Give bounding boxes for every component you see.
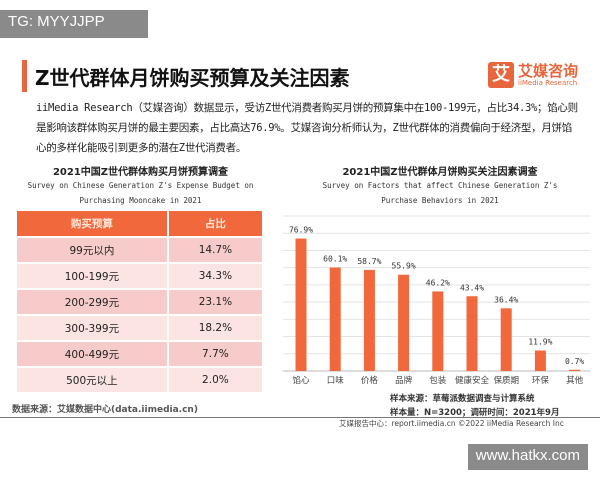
data-label: 46.2% bbox=[426, 278, 450, 287]
logo: 艾 艾媒咨询 iiMedia Research bbox=[488, 62, 578, 88]
budget-cell: 99元以内 bbox=[17, 238, 169, 262]
table-subtitle-2: Purchasing Mooncake in 2021 bbox=[79, 196, 202, 205]
budget-cell: 300-399元 bbox=[17, 316, 169, 340]
logo-mark-icon: 艾 bbox=[488, 62, 514, 88]
watermark-bottom-right: www.hatkx.com bbox=[467, 444, 588, 470]
logo-cn: 艾媒咨询 bbox=[518, 62, 579, 80]
budget-cell: 200-299元 bbox=[17, 290, 169, 314]
logo-en: iiMedia Research bbox=[518, 79, 578, 87]
data-label: 43.4% bbox=[460, 283, 484, 292]
data-label: 76.9% bbox=[289, 226, 313, 235]
table-source: 数据来源：艾媒数据中心(data.iimedia.cn) bbox=[12, 405, 198, 415]
category-label: 馅心 bbox=[292, 375, 310, 385]
category-label: 品牌 bbox=[395, 375, 413, 385]
data-label: 60.1% bbox=[323, 254, 347, 263]
table-row: 300-399元 18.2% bbox=[17, 316, 264, 340]
title-accent-bar bbox=[22, 60, 27, 92]
bar bbox=[534, 350, 546, 371]
budget-cell: 400-499元 bbox=[17, 342, 169, 366]
data-label: 11.9% bbox=[528, 338, 552, 347]
budget-cell: 500元以上 bbox=[17, 368, 169, 392]
chart-subtitle-2: Purchase Behaviors in 2021 bbox=[381, 196, 499, 205]
share-cell: 14.7% bbox=[168, 238, 264, 262]
share-cell: 18.2% bbox=[168, 316, 264, 340]
bar bbox=[363, 269, 375, 371]
share-cell: 7.7% bbox=[168, 342, 264, 366]
category-label: 环保 bbox=[532, 375, 550, 385]
footer: 艾媒报告中心：report.iimedia.cn ©2022 iiMedia R… bbox=[339, 419, 564, 428]
data-label: 36.4% bbox=[494, 295, 518, 304]
share-cell: 2.0% bbox=[168, 368, 264, 392]
table-row: 100-199元 34.3% bbox=[17, 264, 264, 288]
bar bbox=[500, 308, 512, 371]
watermark-top-left: TG: MYYJJPP bbox=[0, 10, 148, 38]
data-label: 58.7% bbox=[357, 257, 381, 266]
share-cell: 23.1% bbox=[168, 290, 264, 314]
category-label: 保质期 bbox=[493, 375, 519, 385]
bar bbox=[398, 274, 410, 371]
category-label: 其他 bbox=[566, 375, 584, 385]
category-label: 价格 bbox=[361, 375, 379, 385]
bar bbox=[432, 291, 444, 371]
page-title: Z世代群体月饼购买预算及关注因素 bbox=[35, 66, 350, 90]
bar bbox=[295, 238, 307, 371]
bar bbox=[569, 369, 581, 371]
category-label: 口味 bbox=[327, 375, 345, 385]
budget-cell: 100-199元 bbox=[17, 264, 169, 288]
table-row: 99元以内 14.7% bbox=[17, 238, 264, 262]
col-header: 购买预算 bbox=[17, 211, 169, 236]
table-row: 200-299元 23.1% bbox=[17, 290, 264, 314]
data-label: 55.9% bbox=[392, 262, 416, 271]
summary-paragraph: iiMedia Research（艾媒咨询）数据显示，受访Z世代消费者购买月饼的… bbox=[36, 102, 578, 154]
category-label: 包装 bbox=[429, 375, 447, 385]
data-label: 0.7% bbox=[565, 357, 584, 366]
col-header: 占比 bbox=[168, 211, 264, 236]
bar bbox=[466, 296, 478, 371]
table-row: 500元以上 2.0% bbox=[17, 368, 264, 392]
table-title: 2021中国Z世代群体购买月饼预算调查 bbox=[52, 167, 229, 178]
category-label: 健康安全 bbox=[455, 375, 490, 385]
table-subtitle-1: Survey on Chinese Generation Z's Expense… bbox=[27, 181, 254, 190]
sample-source: 样本来源：草莓派数据调查与计算系统 bbox=[390, 394, 535, 404]
share-cell: 34.3% bbox=[168, 264, 264, 288]
factors-bar-chart: 76.9% 馅心 60.1% 口味 58.7% 价格 55.9% 品牌 46.2% 包装 43.4%… bbox=[283, 215, 590, 385]
chart-title: 2021中国Z世代群体月饼购买关注因素调查 bbox=[342, 167, 538, 178]
sample-size: 样本量：N=3200；调研时间：2021年9月 bbox=[390, 408, 560, 418]
footer-divider bbox=[0, 417, 600, 418]
bar bbox=[329, 267, 341, 371]
chart-subtitle-1: Survey on Factors that affect Chinese Ge… bbox=[322, 181, 558, 190]
table-row: 400-499元 7.7% bbox=[17, 342, 264, 366]
budget-table: 购买预算 占比 99元以内 14.7% 100-199元 34.3% 200-299元 23… bbox=[17, 209, 264, 394]
